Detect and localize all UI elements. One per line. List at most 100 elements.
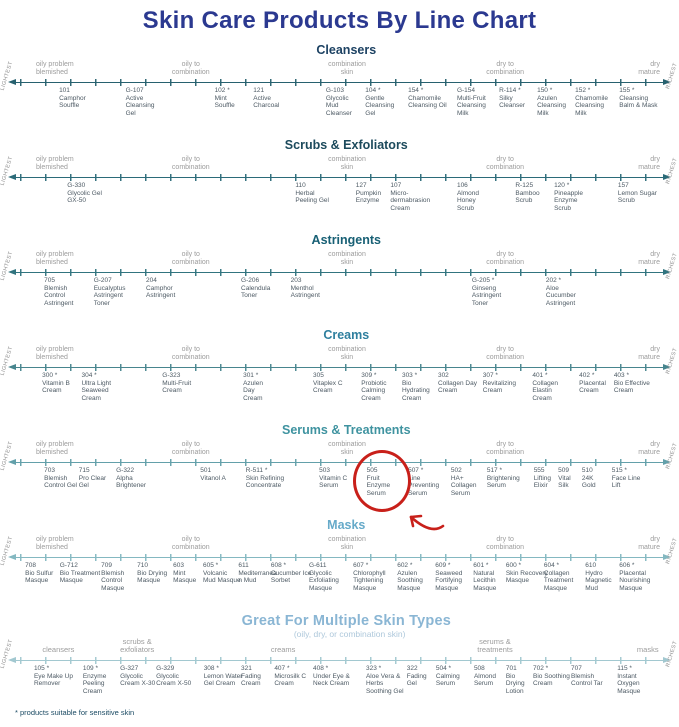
product-name: Blemish Control Masque [101,569,125,592]
product-code: 600 * [505,562,522,569]
product-code: 610 [585,562,597,569]
skin-type-label: oily to combination [171,61,210,77]
section-title-multiple-skin-types: Great For Multiple Skin Types [241,613,451,629]
product-code: G-107 [125,87,144,94]
product-code: 703 [44,467,55,474]
product-name: Camphor Astringent [145,284,176,300]
product-name: Menthol Astringent [290,284,320,300]
product-code: 601 * [473,562,489,569]
skin-type-label: oily problem blemished [35,156,74,172]
product-item-302: 302 Collagen Day Cream [438,372,480,395]
product-item-G-712: G-712 Bio Treatment Masque [60,562,104,585]
product-item-322: 322 Fading Gel [407,665,437,688]
product-item-G-327: G-327 Glycolic Cream X-30 [120,665,156,688]
product-name: Multi-Fruit Cleansing Milk [456,94,486,117]
product-item-602: 602 * Azulen Soothing Masque [397,562,437,593]
axis-richest-label: RICHEST [665,442,679,470]
product-code: G-611 [308,562,327,569]
product-name: Active Cleansing Gel [125,94,155,117]
product-code: 307 * [482,372,498,379]
product-item-603: 603 Mint Masque [173,562,205,585]
product-name: Azulen Day Cream [243,379,263,402]
product-item-300: 300 * Vitamin B Cream [42,372,82,395]
product-name: Bio Effective Cream [613,379,650,395]
product-code: 715 [78,467,90,474]
sections-container: Cleansers oily problem blemished oily to c… [0,43,679,720]
product-item-157: 157 Lemon Sugar Scrub [618,182,662,205]
skin-type-label: dry mature [638,251,660,267]
product-code: 408 * [313,665,329,672]
section-title-creams: Creams [323,328,370,342]
product-code: 401 * [532,372,548,379]
product-item-502: 502 HA+ Collagen Serum [451,467,491,498]
product-item-155: 155 * Cleansing Balm & Mask [619,87,659,110]
product-item-323: 323 * Aloe Vera & Herbs Soothing Gel [366,665,408,696]
product-item-R-125: R-125 Bamboo Scrub [515,182,549,205]
product-code: 702 * [533,665,549,672]
skin-type-label: combination skin [328,441,366,457]
product-name: Pro Clear Gel [78,474,107,490]
richness-axis [8,174,671,181]
skin-type-label: combination skin [328,251,366,267]
product-name: Skin Refining Concentrate [245,474,285,490]
product-item-204: 204 Camphor Astringent [146,277,184,300]
product-name: Bio Drying Lotion [505,672,525,695]
product-name: Aloe Vera & Herbs Soothing Gel [365,672,404,695]
product-item-127: 127 Pumpkin Enzyme [356,182,390,205]
product-code: 709 [101,562,113,569]
skin-type-label: creams [270,645,296,655]
product-item-610: 610 Hydro Magnetic Mud [585,562,625,593]
section-title-masks: Masks [327,518,366,532]
skin-type-label: oily to combination [171,156,210,172]
product-name: Glycolic Cream X-30 [120,672,156,688]
product-code: 407 * [274,665,290,672]
skin-type-label: cleansers [42,645,75,655]
section-masks: Masks oily problem blemished oily to combi… [0,518,679,613]
product-name: Bio Soothing Cream [533,672,570,688]
product-item-709: 709 Blemish Control Masque [101,562,137,593]
product-code: 303 * [401,372,418,379]
product-name: Calendula Toner [241,284,271,300]
axis-lightest-label: LIGHTEST [0,60,15,92]
product-name: Enzyme Peeling Cream [82,672,107,695]
skin-type-label: dry mature [638,441,660,457]
product-name: Placental Nourishing Masque [619,569,651,592]
product-item-403: 403 * Bio Effective Cream [614,372,650,395]
product-name: Cleansing Balm & Mask [619,94,658,110]
product-code: 102 * [214,87,230,94]
skin-type-label: masks [636,645,659,655]
product-code: 204 [145,277,157,284]
product-code: 605 * [203,562,219,569]
skin-type-label: dry to combination [486,441,525,457]
product-code: 127 [355,182,367,189]
product-code: 603 [173,562,184,569]
product-name: Collagen Treatment Masque [543,569,574,592]
product-name: Microsilk C Cream [274,672,307,688]
product-item-609: 609 * Seaweed Fortifying Masque [435,562,477,593]
product-item-G-103: G-103 Glycolic Mud Cleanser [326,87,360,118]
product-item-501: 501 Vitanol A [200,467,232,482]
product-item-504: 504 * Calming Serum [436,665,470,688]
axis-richest-label: RICHEST [665,537,679,565]
axis-richest-label: RICHEST [665,157,679,185]
product-item-G-330: G-330 Glycolic Gel GX-50 [67,182,105,205]
skin-type-label: combination skin [328,346,366,362]
product-item-115: 115 * Instant Oxygen Masque [617,665,651,696]
axis-lightest-label: LIGHTEST [0,638,15,670]
product-name: Aloe Cucumber Astringent [545,284,576,307]
product-code: 323 * [365,665,382,672]
product-code: 515 * [611,467,627,474]
product-code: 101 [59,87,70,94]
product-name: Lemon Sugar Scrub [617,189,657,205]
product-item-203: 203 Menthol Astringent [291,277,331,300]
product-item-303: 303 * Bio Hydrating Cream [402,372,440,403]
skin-type-label: dry to combination [486,536,525,552]
product-item-102: 102 * Mint Souffle [215,87,245,110]
product-code: G-329 [156,665,175,672]
product-code: 701 [505,665,517,672]
product-item-305: 305 Vitaplex C Cream [313,372,349,395]
product-item-110: 110 Herbal Peeling Gel [295,182,337,205]
skin-type-label: dry to combination [486,61,525,77]
product-item-508: 508 Almond Serum [474,665,508,688]
axis-line [14,659,665,662]
